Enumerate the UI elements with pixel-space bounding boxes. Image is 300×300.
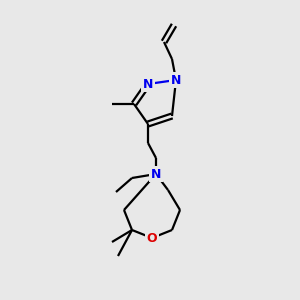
Text: O: O bbox=[147, 232, 157, 244]
Text: N: N bbox=[143, 77, 153, 91]
Text: N: N bbox=[171, 74, 181, 86]
Text: N: N bbox=[151, 167, 161, 181]
